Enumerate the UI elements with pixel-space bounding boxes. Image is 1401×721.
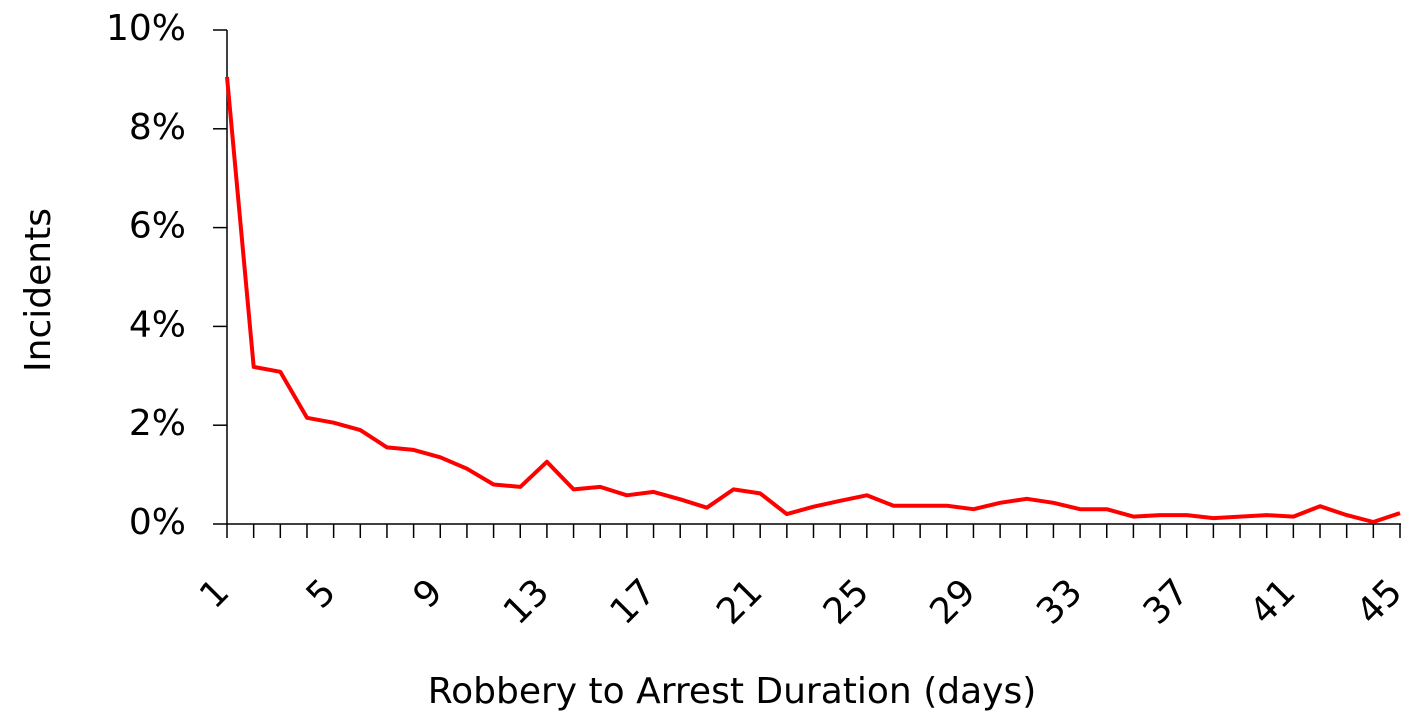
y-tick-label: 8% xyxy=(129,107,186,148)
x-axis-title: Robbery to Arrest Duration (days) xyxy=(428,671,1037,712)
x-tick-label: 33 xyxy=(1029,571,1090,632)
y-axis-title: Incidents xyxy=(18,208,59,372)
y-tick-label: 2% xyxy=(129,403,186,444)
x-tick-label: 25 xyxy=(816,571,877,632)
x-tick-label: 9 xyxy=(405,571,450,616)
x-tick-label: 5 xyxy=(299,571,344,616)
data-line xyxy=(225,76,1401,524)
x-tick-label: 29 xyxy=(922,571,983,632)
x-tick-label: 21 xyxy=(709,571,770,632)
x-tick-label: 37 xyxy=(1136,571,1197,632)
x-tick-label: 41 xyxy=(1242,571,1303,632)
y-tick-label: 10% xyxy=(106,8,186,49)
x-tick-label: 17 xyxy=(603,571,664,632)
x-tick-label: 1 xyxy=(192,571,237,616)
x-tick-label: 45 xyxy=(1349,571,1401,632)
y-tick-label: 6% xyxy=(129,206,186,247)
y-tick-label: 4% xyxy=(129,304,186,345)
x-tick-label: 13 xyxy=(496,571,557,632)
y-tick-label: 0% xyxy=(129,502,186,543)
